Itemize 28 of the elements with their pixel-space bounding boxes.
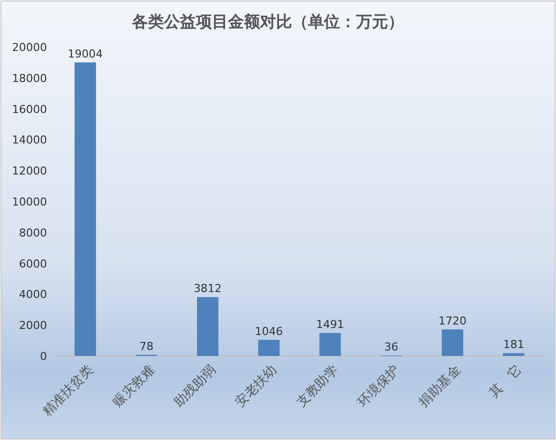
y-tick-label: 6000 (19, 257, 47, 270)
y-tick-label: 18000 (12, 72, 47, 85)
y-tick-label: 20000 (12, 41, 47, 54)
data-label: 3812 (194, 282, 222, 296)
data-label: 1491 (316, 318, 344, 331)
y-tick-label: 12000 (12, 164, 47, 178)
data-label: 19004 (68, 47, 103, 60)
x-tick-label: 其 它 (486, 362, 526, 401)
data-label: 181 (503, 338, 524, 352)
x-tick-label: 支教助学 (294, 362, 342, 410)
x-tick-label: 精准扶贫类 (40, 362, 97, 420)
x-tick-label: 捐助基金 (416, 362, 464, 410)
data-label: 36 (384, 340, 398, 354)
y-tick-label: 2000 (19, 319, 47, 332)
x-tick-label: 助残助弱 (172, 362, 220, 410)
y-tick-label: 16000 (12, 102, 47, 116)
x-tick-label: 赈灾救难 (110, 362, 158, 410)
chart-title: 各类公益项目金额对比（单位：万元） (131, 12, 404, 31)
data-label: 1720 (438, 314, 467, 328)
y-tick-label: 14000 (12, 134, 47, 147)
y-tick-label: 4000 (19, 288, 47, 302)
x-tick-label: 安老扶幼 (232, 362, 280, 410)
x-tick-label: 环境保护 (354, 362, 403, 410)
y-tick-label: 0 (40, 350, 47, 363)
y-tick-label: 8000 (19, 226, 47, 240)
data-label: 78 (139, 340, 154, 353)
y-tick-label: 10000 (12, 196, 47, 208)
data-label: 1046 (254, 324, 283, 338)
